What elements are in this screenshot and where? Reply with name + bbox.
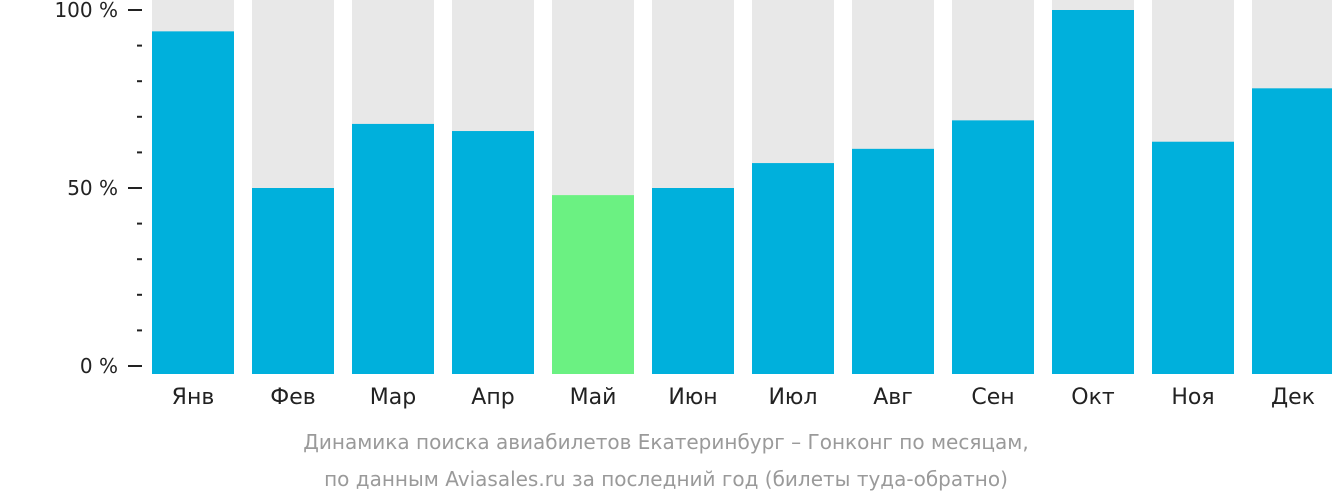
y-tick-label: 50 % xyxy=(67,176,118,200)
bar xyxy=(952,120,1034,374)
x-tick-label: Янв xyxy=(172,385,215,410)
x-tick-label: Апр xyxy=(471,385,514,410)
bar-chart: Янв Фев Мар Апр Май Июн Июл Авг Сен Окт Ноя Дек 100 … xyxy=(54,0,1332,410)
bar xyxy=(552,195,634,374)
x-tick-label: Ноя xyxy=(1171,385,1214,410)
bar xyxy=(1252,88,1332,374)
chart-caption-line-1: Динамика поиска авиабилетов Екатеринбург… xyxy=(303,430,1029,454)
chart-caption-line-2: по данным Aviasales.ru за последний год … xyxy=(324,467,1008,491)
x-tick-label: Фев xyxy=(270,385,315,410)
bar xyxy=(252,188,334,374)
x-tick-label: Май xyxy=(570,385,617,410)
bar xyxy=(152,31,234,375)
bar xyxy=(352,123,434,374)
x-tick-label: Мар xyxy=(370,385,416,410)
bar xyxy=(752,163,834,374)
x-tick-label: Сен xyxy=(971,385,1014,410)
x-tick-label: Окт xyxy=(1071,385,1115,410)
bar xyxy=(852,148,934,374)
x-tick-label: Июл xyxy=(768,385,817,410)
y-tick-label: 0 % xyxy=(80,354,118,378)
bar xyxy=(652,188,734,374)
bar xyxy=(1152,141,1234,374)
y-tick-label: 100 % xyxy=(54,0,118,22)
x-tick-label: Июн xyxy=(668,385,717,410)
bar xyxy=(452,131,534,374)
bar xyxy=(1052,10,1134,374)
x-tick-label: Дек xyxy=(1271,385,1315,410)
x-tick-label: Авг xyxy=(873,385,913,410)
